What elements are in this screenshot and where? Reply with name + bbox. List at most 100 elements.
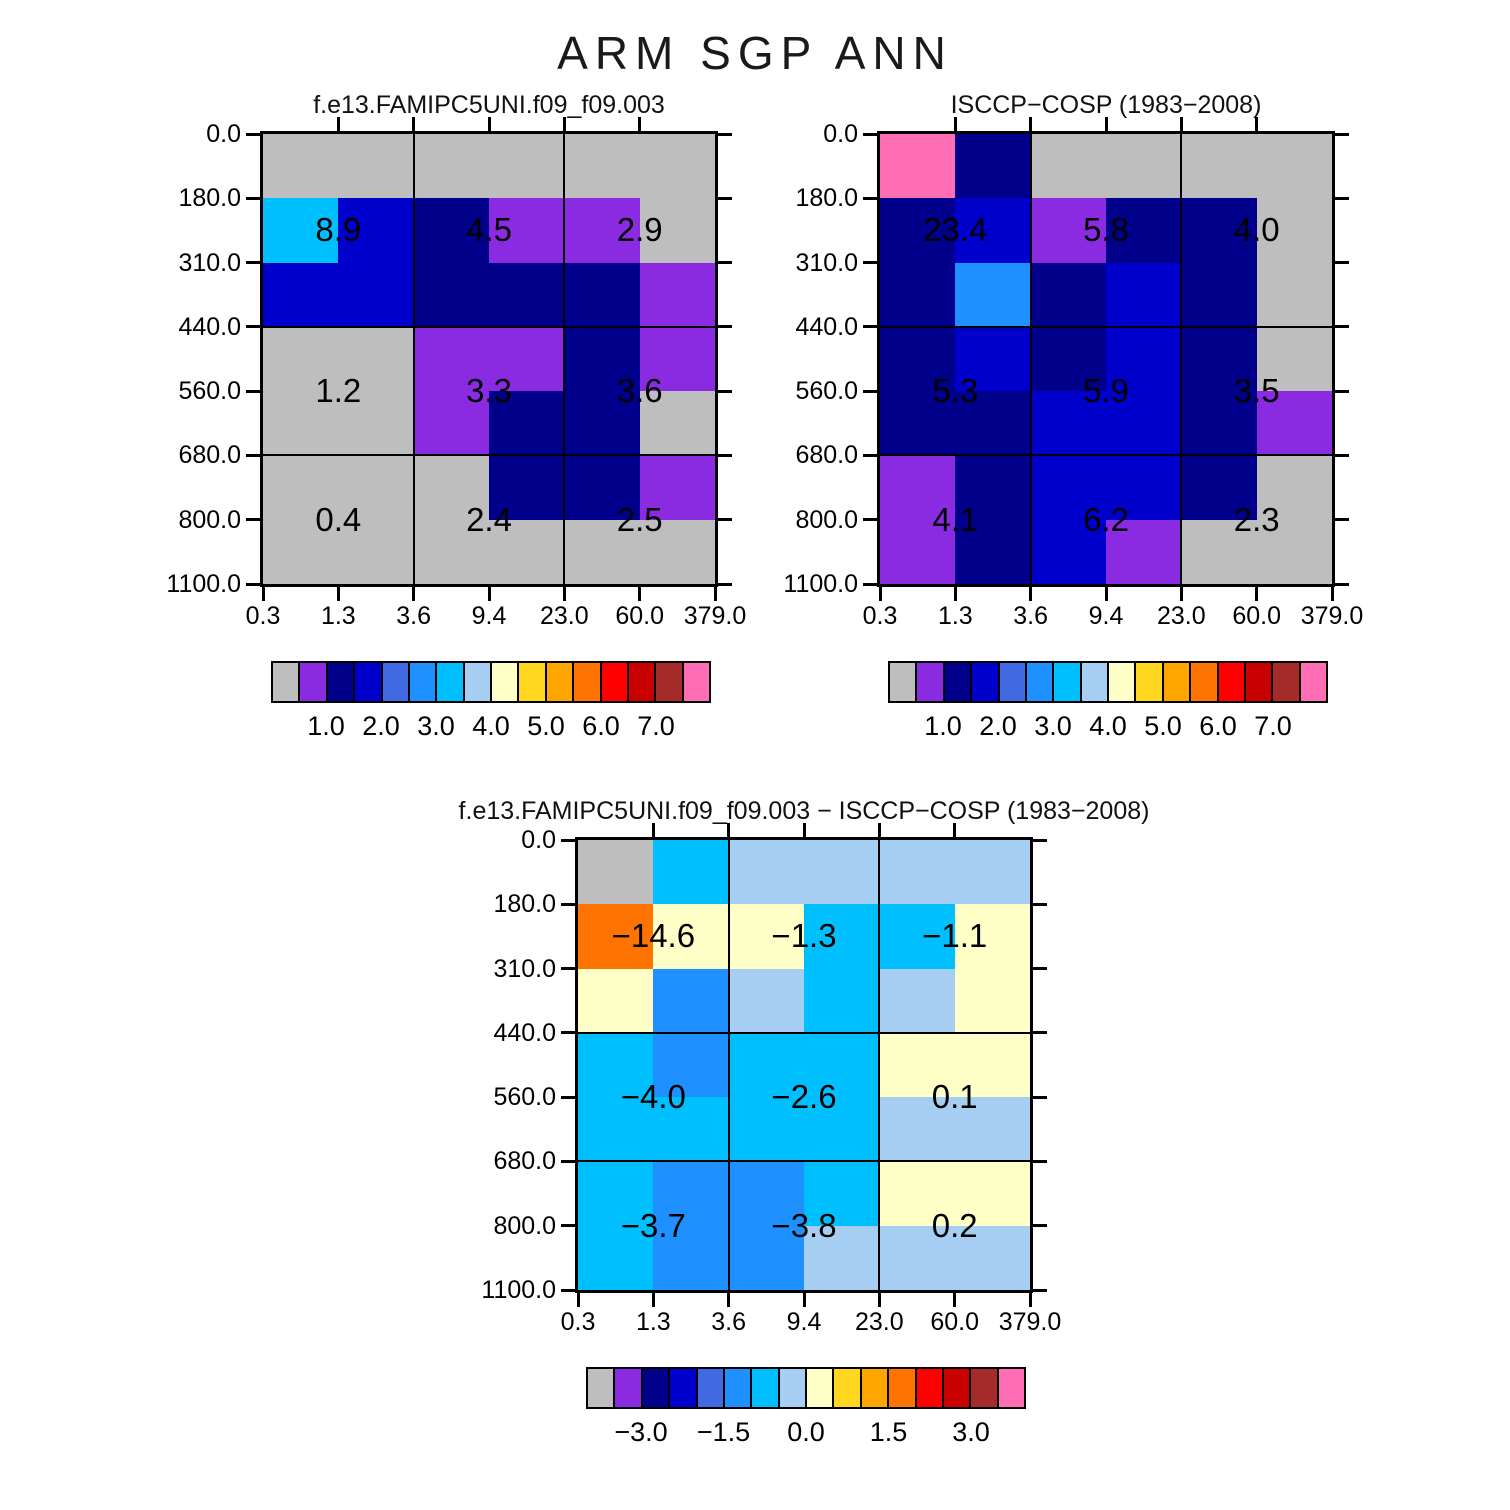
block-value: 3.5 xyxy=(1233,372,1280,410)
tau-divider-23.0 xyxy=(1180,134,1183,584)
heatmap-cell xyxy=(1256,326,1332,392)
heatmap-cell xyxy=(880,326,956,392)
heatmap-cell xyxy=(1256,391,1332,456)
heatmap-cell xyxy=(338,134,414,199)
colorbar-box xyxy=(1079,663,1107,701)
x-axis-tick xyxy=(412,117,416,131)
x-axis-tick xyxy=(878,587,882,601)
heatmap-cell xyxy=(880,134,956,199)
heatmap-cell xyxy=(1256,198,1332,263)
heatmap-cell xyxy=(1256,134,1332,199)
colorbar-box xyxy=(695,1369,723,1407)
heatmap-cell xyxy=(1181,198,1257,263)
heatmap-cell xyxy=(413,134,489,199)
x-axis-tick xyxy=(727,1293,731,1307)
heatmap-cell xyxy=(564,455,640,520)
x-axis-tick xyxy=(651,823,655,837)
x-tick-label: 0.3 xyxy=(862,602,898,630)
block-value: −4.0 xyxy=(620,1078,686,1116)
heatmap-cell xyxy=(880,455,956,520)
x-tick-label: 60.0 xyxy=(930,1308,979,1336)
heatmap-cell xyxy=(413,326,489,392)
heatmap-cell xyxy=(804,1225,880,1290)
heatmap-cell xyxy=(1030,455,1106,520)
y-tick-label: 440.0 xyxy=(178,312,241,341)
x-tick-label: 379.0 xyxy=(683,602,747,630)
x-axis-tick xyxy=(487,587,491,601)
heatmap-cell xyxy=(954,904,1030,969)
x-axis-tick xyxy=(651,1293,655,1307)
colorbar-box xyxy=(640,1369,669,1407)
block-value: 5.3 xyxy=(932,372,979,410)
heatmap-cell xyxy=(880,198,956,263)
block-value: 4.1 xyxy=(932,500,979,538)
block-value: 5.9 xyxy=(1083,372,1129,410)
heatmap-cell xyxy=(1030,391,1106,456)
y-axis-tick xyxy=(1033,967,1047,971)
y-axis-tick xyxy=(246,518,260,522)
y-axis-tick xyxy=(863,582,877,586)
heatmap-cell xyxy=(653,1225,729,1290)
colorbar-box xyxy=(750,1369,778,1407)
colorbar-box xyxy=(1189,663,1217,701)
ctp-divider-680 xyxy=(263,454,715,457)
colorbar-box xyxy=(890,663,916,701)
block-value: 2.4 xyxy=(466,500,512,538)
heatmap-cell xyxy=(804,968,880,1033)
x-tick-label: 379.0 xyxy=(998,1308,1062,1336)
block-value: 2.5 xyxy=(616,500,663,538)
y-axis-tick xyxy=(1033,1095,1047,1099)
heatmap-cell xyxy=(728,1225,804,1290)
colorbar-box xyxy=(462,663,490,701)
y-tick-label: 180.0 xyxy=(178,184,241,213)
x-axis-tick xyxy=(1255,117,1259,131)
heatmap-cell xyxy=(564,391,640,456)
x-axis-tick xyxy=(1104,587,1108,601)
x-tick-label: 3.6 xyxy=(711,1308,747,1336)
y-axis-tick xyxy=(246,389,260,393)
panel-model-title: f.e13.FAMIPC5UNI.f09_f09.003 xyxy=(313,91,665,119)
block-value: 23.4 xyxy=(923,211,988,249)
x-axis-tick xyxy=(1028,1293,1032,1307)
colorbar-box xyxy=(435,663,463,701)
heatmap-cell xyxy=(728,1032,804,1098)
colorbar-tick-label: 2.0 xyxy=(979,711,1017,741)
x-axis-tick xyxy=(562,587,566,601)
x-tick-label: 1.3 xyxy=(635,1308,671,1336)
heatmap-cell xyxy=(489,519,565,584)
heatmap-cell xyxy=(338,326,414,392)
y-tick-label: 560.0 xyxy=(493,1083,556,1112)
y-axis-tick xyxy=(561,1095,575,1099)
heatmap-cell xyxy=(263,326,339,392)
heatmap-cell xyxy=(489,262,565,327)
x-tick-label: 3.6 xyxy=(1013,602,1049,630)
colorbar-box xyxy=(613,1369,641,1407)
y-axis-tick xyxy=(1335,389,1349,393)
heatmap-cell xyxy=(639,519,715,584)
x-axis-tick xyxy=(638,587,642,601)
x-tick-label: 379.0 xyxy=(1300,602,1364,630)
colorbar-tick-label: 2.0 xyxy=(362,711,400,741)
colorbar-tick-label: 5.0 xyxy=(1144,711,1182,741)
colorbar-tick-label: −3.0 xyxy=(614,1417,668,1447)
x-axis-tick xyxy=(877,823,881,837)
x-axis-tick xyxy=(953,823,957,837)
y-axis-tick xyxy=(718,389,732,393)
y-axis-tick xyxy=(561,967,575,971)
heatmap-cell xyxy=(1106,391,1182,456)
x-tick-label: 60.0 xyxy=(615,602,664,630)
y-tick-label: 1100.0 xyxy=(166,570,241,598)
heatmap-cell xyxy=(578,1032,654,1098)
heatmap-cell xyxy=(954,968,1030,1033)
heatmap-cell xyxy=(1181,391,1257,456)
colorbar-box xyxy=(490,663,518,701)
heatmap-cell xyxy=(564,198,640,263)
colorbar-tick-label: 1.0 xyxy=(307,711,345,741)
tau-divider-3.6 xyxy=(1029,134,1032,584)
colorbar-box xyxy=(1134,663,1162,701)
heatmap-cell xyxy=(954,1225,1030,1290)
heatmap-cell xyxy=(564,134,640,199)
heatmap-cell xyxy=(489,198,565,263)
colorbar-box xyxy=(626,663,655,701)
y-tick-label: 440.0 xyxy=(493,1018,556,1047)
